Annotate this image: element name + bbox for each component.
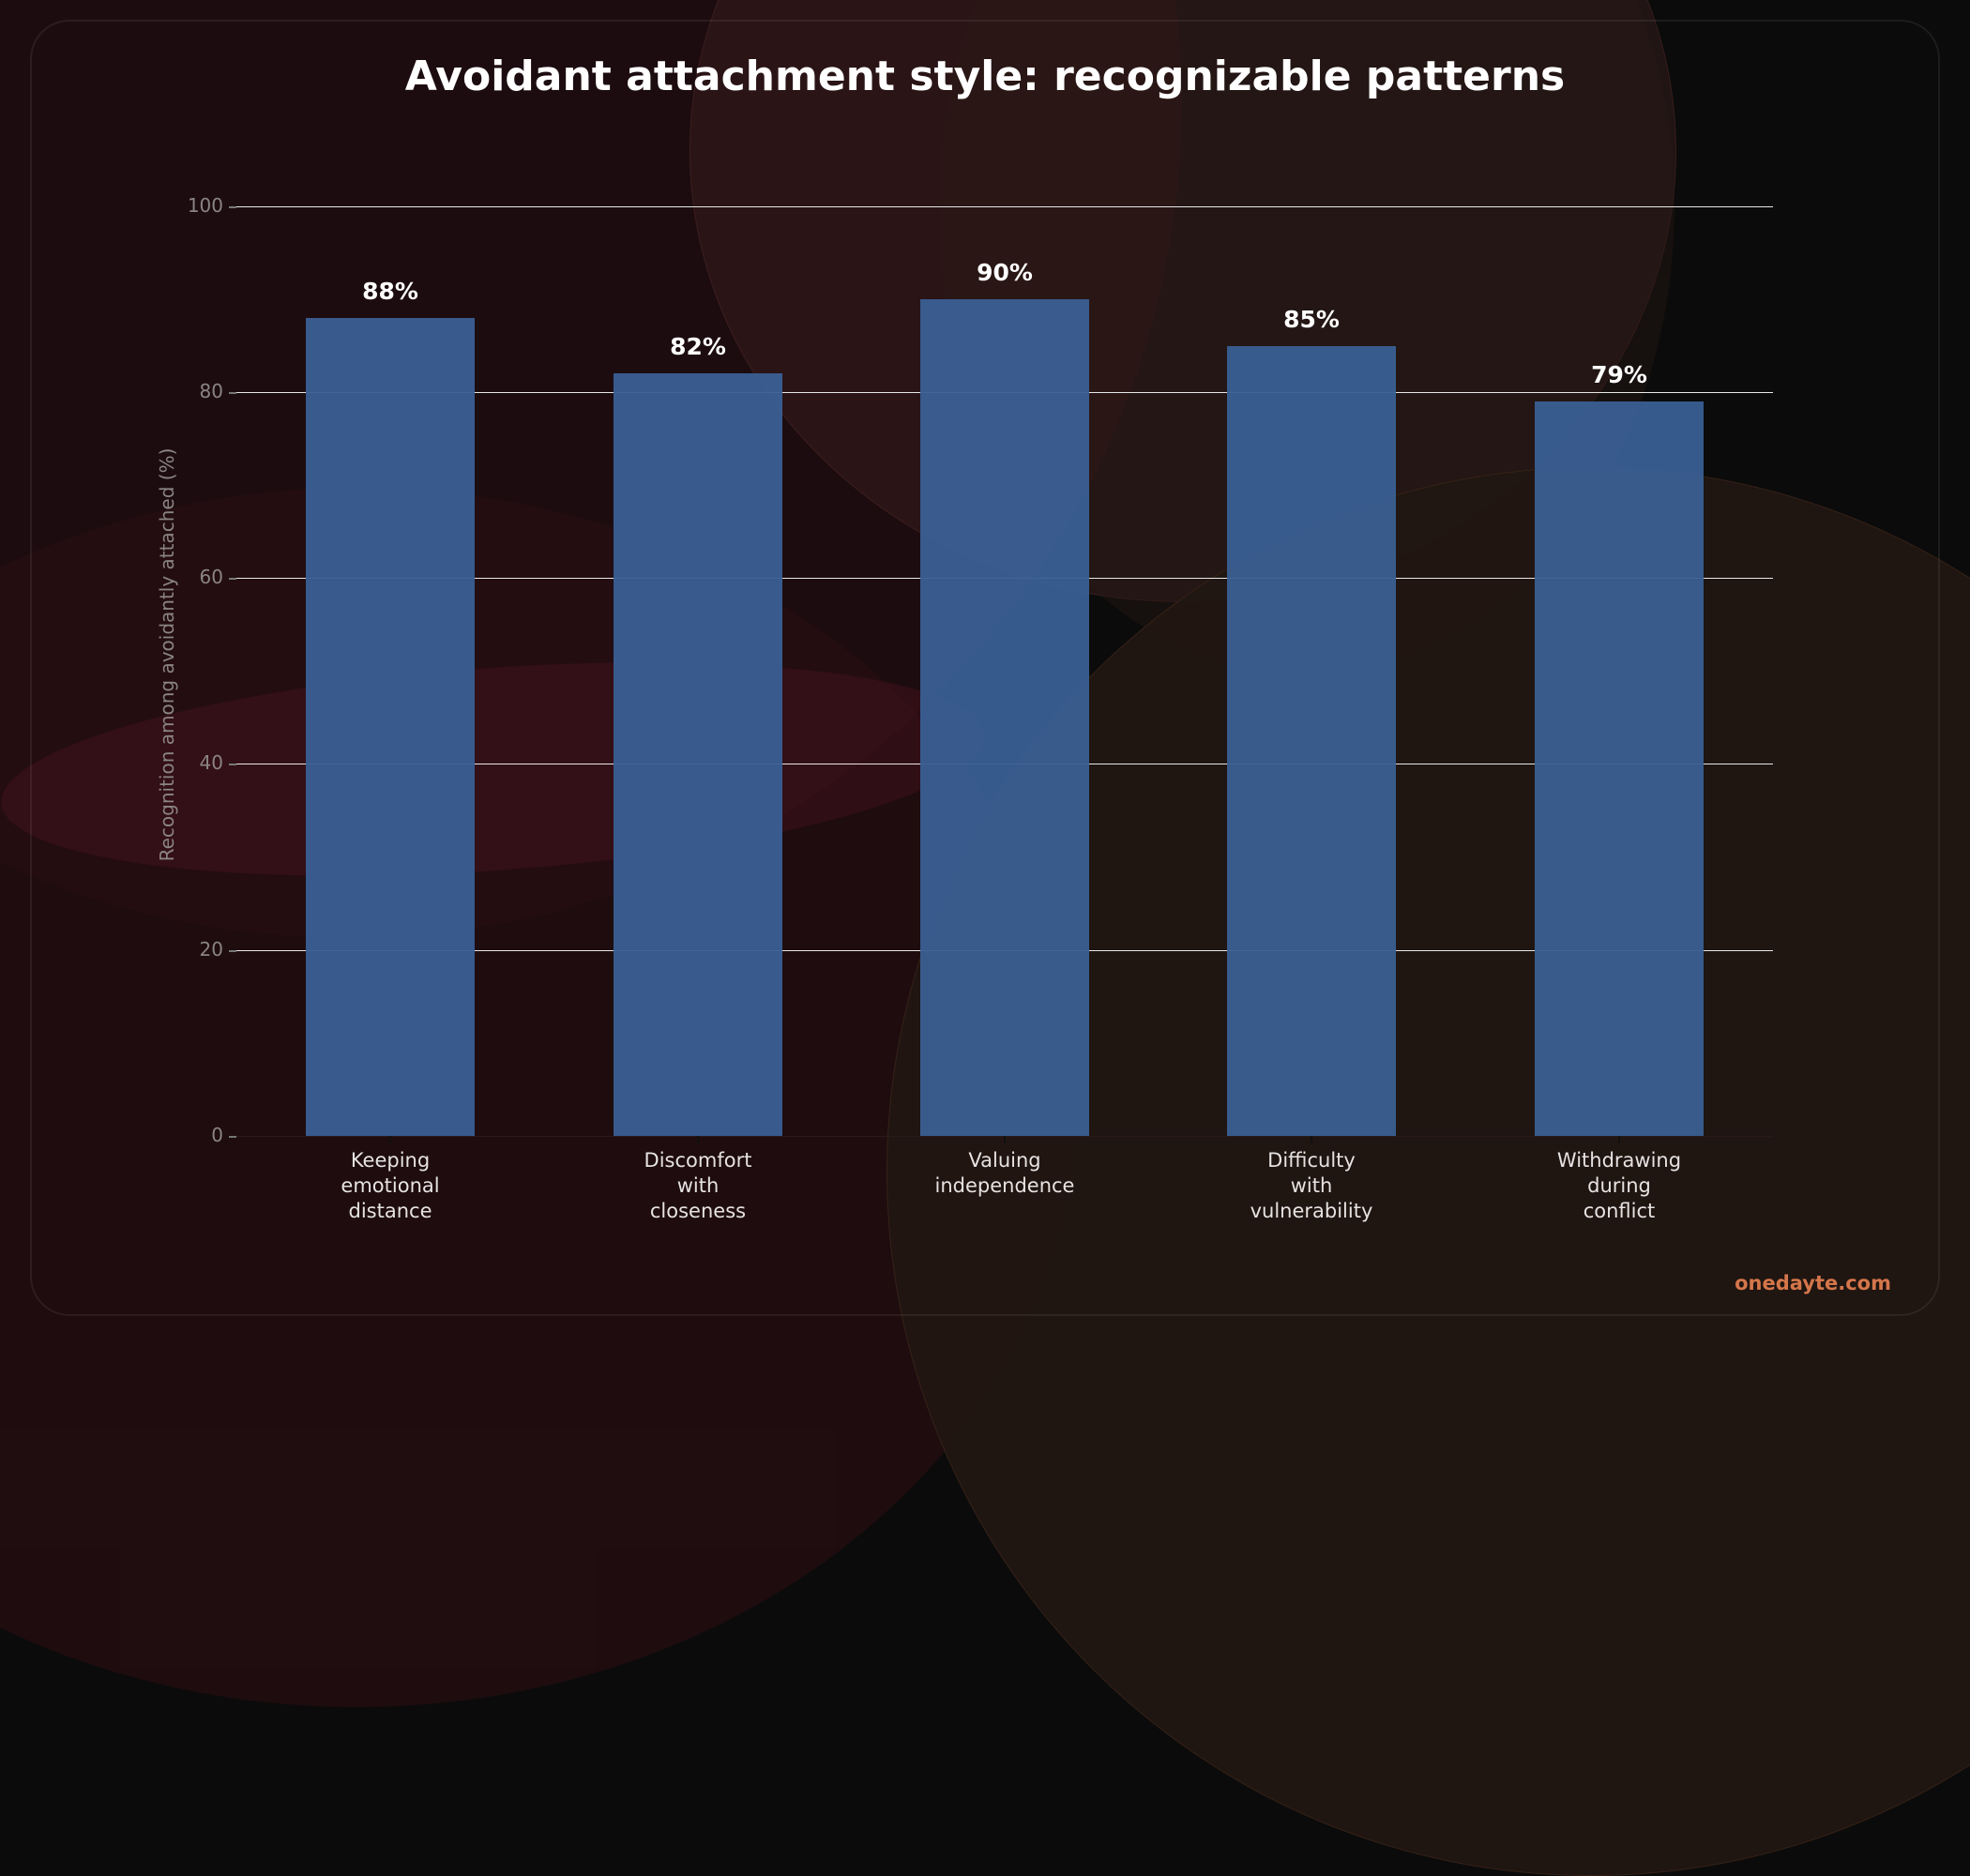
value-label: 82%: [670, 333, 726, 360]
y-tick: [229, 764, 236, 765]
x-tick: [1311, 1136, 1312, 1143]
y-tick-label: 80: [199, 380, 223, 402]
y-tick-label: 100: [187, 194, 223, 217]
gridline-100: [236, 206, 1773, 207]
x-tick: [389, 1136, 391, 1143]
watermark-link[interactable]: onedayte.com: [1735, 1272, 1891, 1294]
bar-difficulty-with-vulnerability: [1227, 346, 1396, 1136]
y-tick-label: 20: [199, 938, 223, 961]
chart-title: Avoidant attachment style: recognizable …: [404, 53, 1566, 100]
x-label-valuing-independence: Valuing independence: [934, 1149, 1075, 1197]
y-tick: [229, 950, 236, 952]
x-label-keeping-emotional-distance: Keeping emotional distance: [341, 1149, 440, 1222]
bar-discomfort-with-closeness: [614, 373, 782, 1136]
bar-withdrawing-during-conflict: [1535, 401, 1704, 1136]
x-tick: [1618, 1136, 1620, 1143]
x-tick: [1004, 1136, 1006, 1143]
y-tick: [229, 578, 236, 580]
x-label-withdrawing-during-conflict: Withdrawing during conflict: [1556, 1149, 1682, 1222]
value-label: 79%: [1591, 361, 1647, 388]
chart-card: [30, 20, 1940, 1316]
x-label-discomfort-with-closeness: Discomfort with closeness: [644, 1149, 752, 1222]
bar-keeping-emotional-distance: [306, 318, 475, 1136]
y-axis-label: Recognition among avoidantly attached (%…: [156, 447, 178, 862]
bar-valuing-independence: [920, 299, 1089, 1136]
y-tick-label: 60: [199, 566, 223, 588]
y-tick: [229, 392, 236, 394]
y-tick-label: 40: [199, 751, 223, 774]
y-tick-label: 0: [211, 1124, 223, 1146]
x-tick: [697, 1136, 699, 1143]
x-label-difficulty-with-vulnerability: Difficulty with vulnerability: [1250, 1149, 1373, 1222]
value-label: 88%: [362, 278, 418, 305]
value-label: 90%: [977, 259, 1033, 286]
y-tick: [229, 1136, 236, 1138]
value-label: 85%: [1283, 306, 1340, 333]
y-tick: [229, 206, 236, 208]
